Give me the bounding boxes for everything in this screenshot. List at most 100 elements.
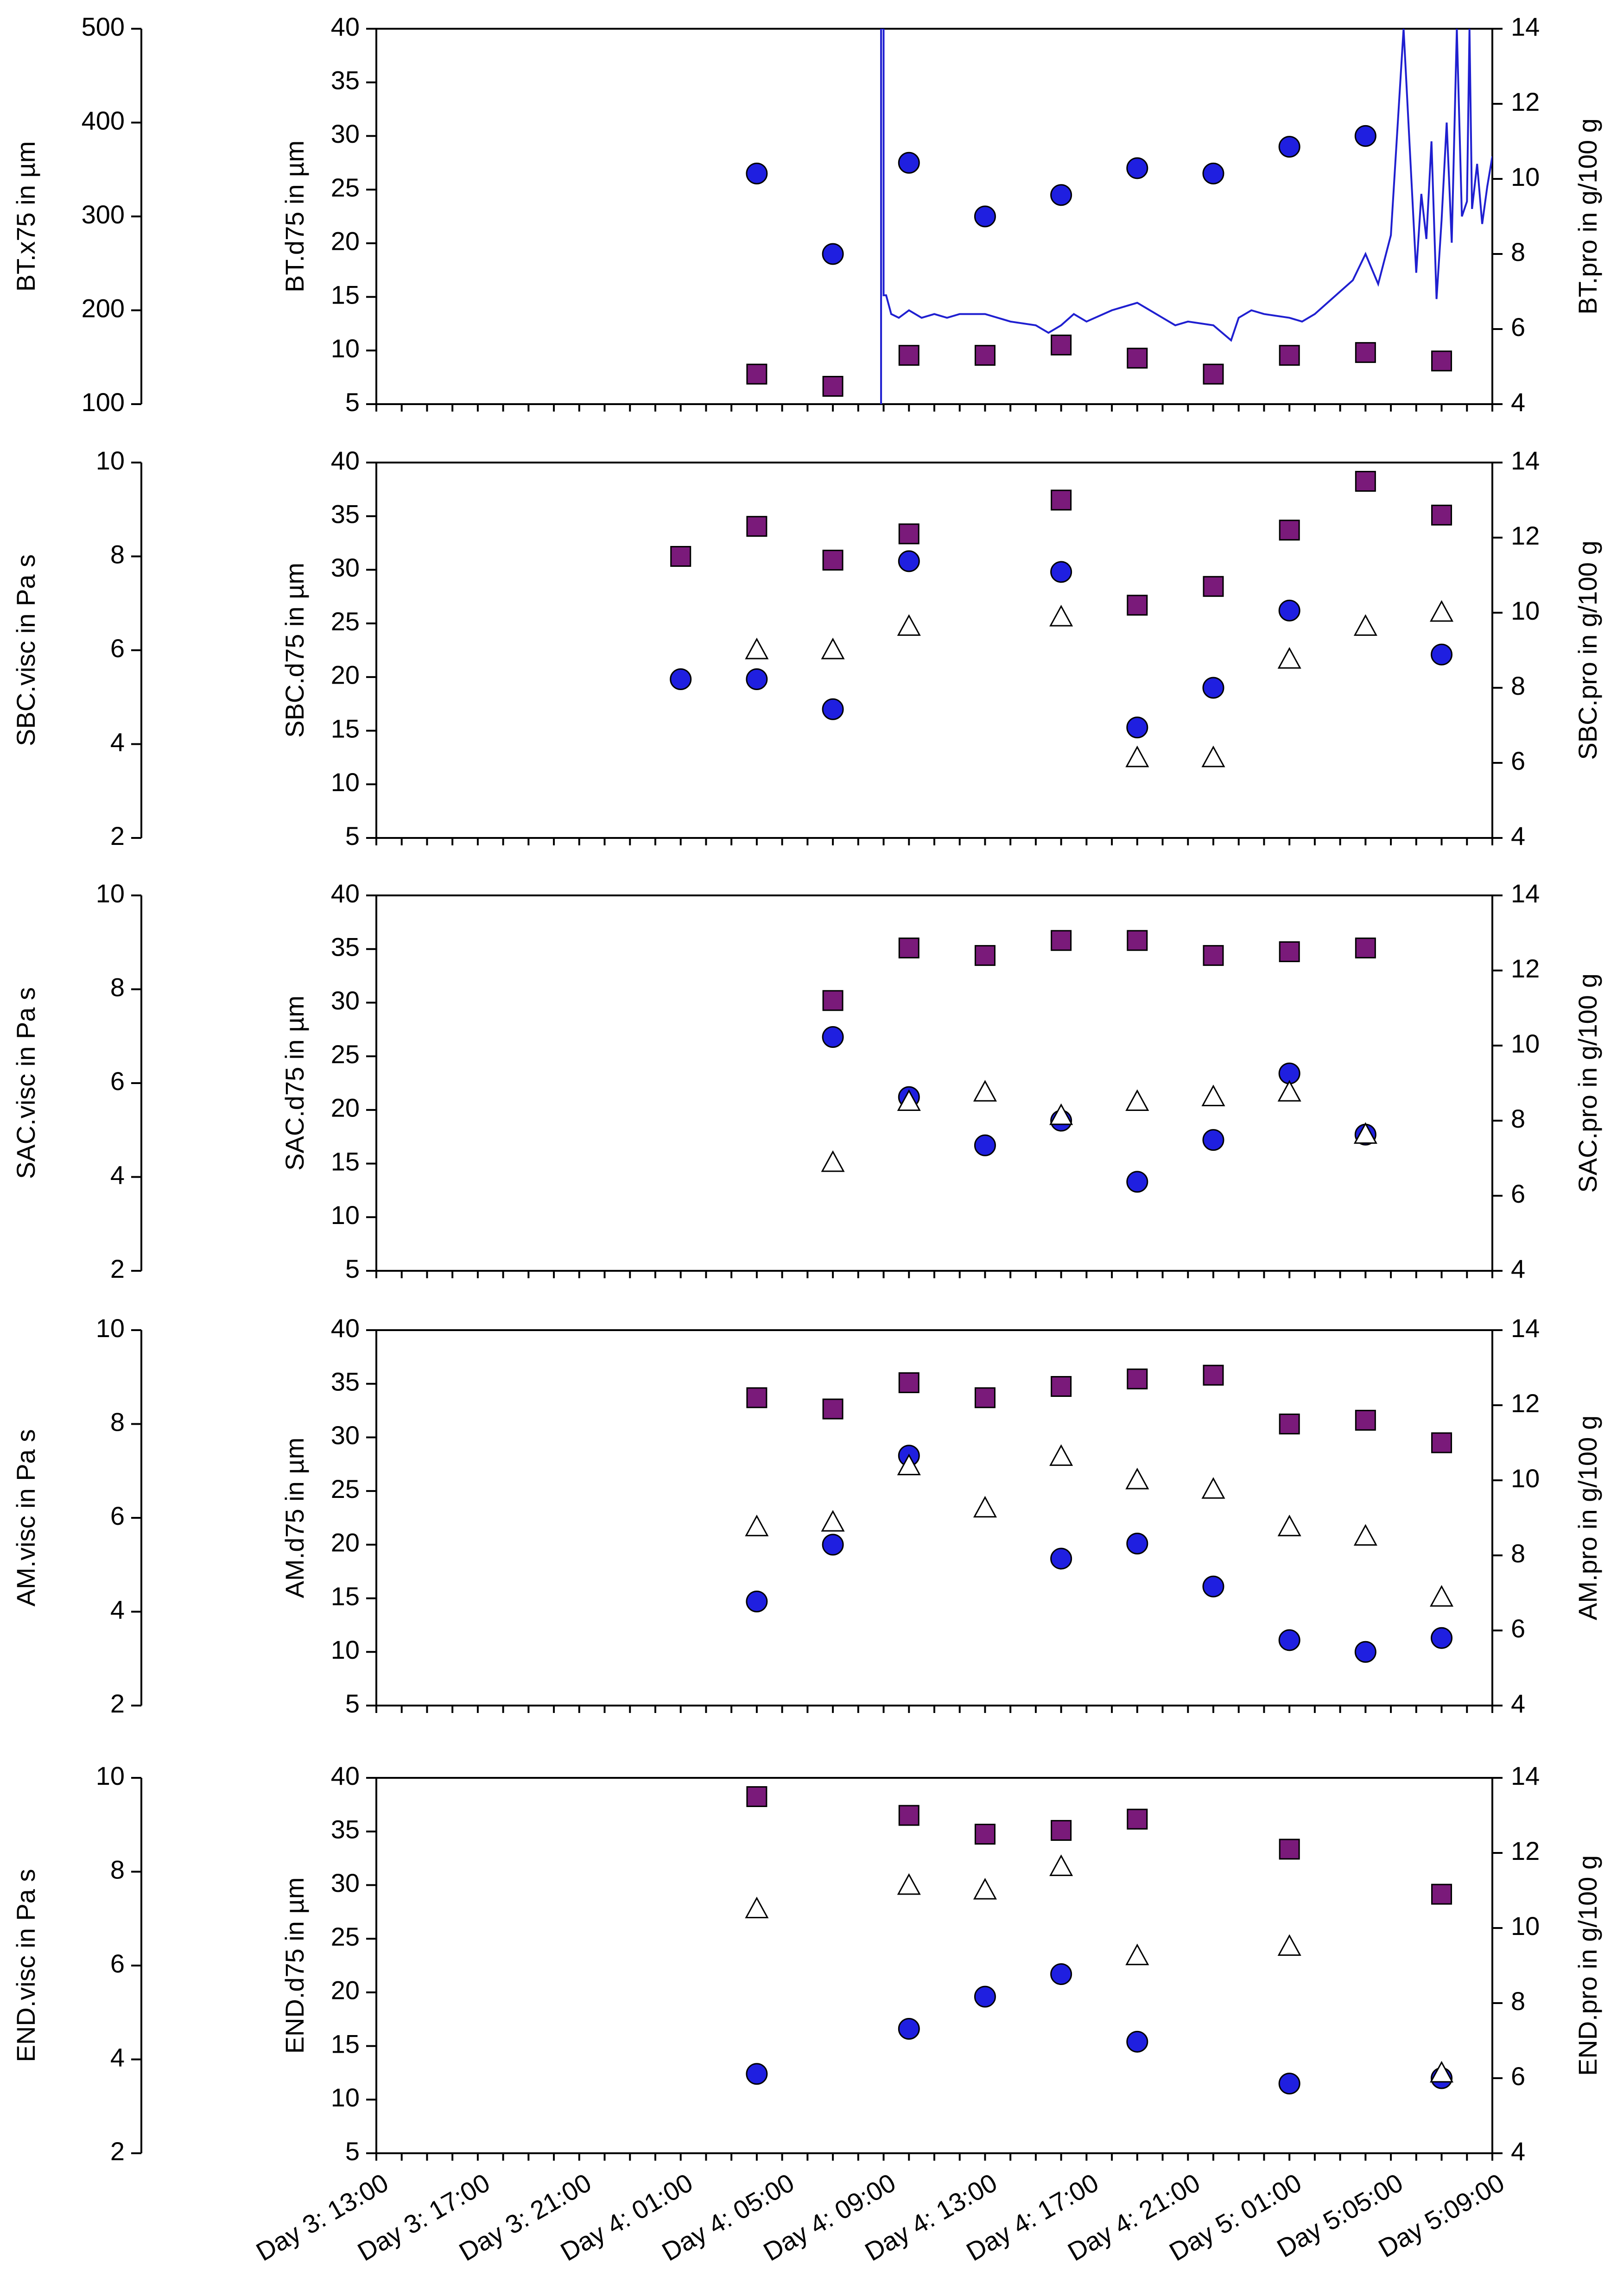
point-AM.pro: [1127, 1368, 1148, 1389]
point-BT.x75: [1203, 363, 1224, 385]
point-SBC.visc: [1277, 647, 1301, 669]
point-END.d75: [1126, 2030, 1148, 2053]
outer-y-tick-label: 10: [96, 1313, 125, 1343]
left-y-tick-label: 30: [331, 119, 360, 148]
point-SAC.visc: [973, 1080, 997, 1102]
left-y-tick-label: 15: [331, 280, 360, 309]
outer-y-tick-label: 8: [110, 1855, 125, 1884]
point-SBC.d75: [1431, 643, 1453, 666]
right-y-tick-label: 12: [1511, 1389, 1540, 1418]
point-SBC.d75: [1050, 561, 1072, 583]
point-END.d75: [1050, 1963, 1072, 1985]
point-SBC.d75: [746, 668, 768, 690]
point-SAC.visc: [897, 1089, 921, 1111]
right-y-tick-label: 8: [1511, 1104, 1525, 1133]
right-y-tick-label: 8: [1511, 237, 1525, 266]
outer-y-axis-title: SBC.visc in Pa s: [11, 554, 40, 746]
point-END.pro: [1051, 1820, 1072, 1841]
left-y-tick-label: 5: [345, 387, 360, 417]
left-y-tick-label: 40: [331, 1761, 360, 1790]
point-END.visc: [1277, 1934, 1301, 1956]
outer-y-tick-label: 6: [110, 1066, 125, 1096]
left-y-axis-title: BT.d75 in µm: [280, 140, 309, 292]
left-y-tick-label: 30: [331, 553, 360, 582]
right-y-axis-title: BT.pro in g/100 g: [1573, 118, 1602, 314]
point-SBC.visc: [821, 637, 845, 660]
point-BT.x75: [1127, 348, 1148, 369]
right-y-tick-label: 6: [1511, 312, 1525, 342]
right-y-tick-label: 10: [1511, 1911, 1540, 1941]
outer-y-tick-label: 100: [82, 387, 125, 417]
point-SAC.d75: [822, 1026, 844, 1048]
right-y-tick-label: 10: [1511, 1464, 1540, 1493]
point-BT.d75: [822, 243, 844, 265]
point-SBC.visc: [1049, 605, 1073, 627]
left-y-tick-label: 10: [331, 767, 360, 797]
point-SBC.d75: [822, 698, 844, 720]
left-y-axis-title: SAC.d75 in µm: [280, 996, 309, 1171]
left-y-tick-label: 35: [331, 1367, 360, 1396]
point-BT.d75: [1126, 157, 1148, 179]
point-AM.visc: [1201, 1477, 1225, 1499]
point-SBC.pro: [1355, 471, 1376, 492]
point-SBC.visc: [1125, 745, 1149, 767]
point-AM.d75: [746, 1591, 768, 1613]
left-y-tick-label: 10: [331, 1200, 360, 1230]
point-SBC.pro: [822, 550, 843, 571]
point-SBC.pro: [1431, 504, 1452, 526]
left-y-tick-label: 35: [331, 932, 360, 962]
outer-y-tick-label: 2: [110, 1689, 125, 1718]
left-y-tick-label: 20: [331, 1528, 360, 1557]
left-y-tick-label: 5: [345, 1254, 360, 1283]
point-BT.d75: [1278, 136, 1300, 158]
right-y-tick-label: 12: [1511, 521, 1540, 550]
outer-y-tick-label: 400: [82, 106, 125, 135]
point-AM.d75: [1050, 1548, 1072, 1570]
outer-y-tick-label: 300: [82, 200, 125, 229]
left-y-tick-label: 40: [331, 12, 360, 41]
right-y-tick-label: 4: [1511, 1689, 1525, 1718]
right-y-tick-label: 8: [1511, 1986, 1525, 2016]
point-SAC.pro: [822, 990, 843, 1011]
left-y-axis-title: SBC.d75 in µm: [280, 563, 309, 738]
point-SBC.pro: [898, 523, 919, 545]
point-BT.x75: [1051, 334, 1072, 355]
point-END.pro: [1127, 1808, 1148, 1830]
point-BT.d75: [1202, 162, 1224, 184]
left-y-tick-label: 10: [331, 2083, 360, 2112]
left-y-axis-title: AM.d75 in µm: [280, 1438, 309, 1598]
point-END.visc: [1049, 1854, 1073, 1876]
panel-sac: 5 10 15 20 25 30 35 40 4 6 8 10 12 14 2 4 6 8 10 SAC.d75 in…: [11, 879, 1602, 1283]
series-line-BT.pro: [880, 29, 1492, 404]
outer-y-tick-label: 200: [82, 293, 125, 323]
outer-y-tick-label: 10: [96, 879, 125, 908]
right-y-tick-label: 14: [1511, 879, 1540, 908]
point-BT.d75: [1354, 125, 1376, 147]
point-SBC.pro: [746, 516, 767, 537]
point-SBC.visc: [1430, 600, 1454, 622]
point-BT.x75: [898, 345, 919, 366]
point-AM.pro: [974, 1387, 996, 1408]
left-y-tick-label: 35: [331, 1815, 360, 1844]
point-AM.pro: [898, 1372, 919, 1393]
point-END.d75: [1278, 2073, 1300, 2095]
left-y-tick-label: 5: [345, 1689, 360, 1718]
right-y-tick-label: 12: [1511, 954, 1540, 983]
point-END.visc: [745, 1896, 769, 1918]
point-END.visc: [1430, 2061, 1454, 2083]
right-y-tick-label: 10: [1511, 596, 1540, 625]
left-y-tick-label: 25: [331, 1040, 360, 1069]
point-AM.visc: [973, 1496, 997, 1518]
point-SAC.pro: [1051, 930, 1072, 951]
right-y-tick-label: 14: [1511, 12, 1540, 41]
right-y-tick-label: 4: [1511, 1254, 1525, 1283]
point-SBC.pro: [1279, 520, 1300, 541]
left-y-tick-label: 30: [331, 1868, 360, 1897]
point-SAC.visc: [821, 1150, 845, 1172]
point-AM.pro: [1355, 1409, 1376, 1431]
right-y-tick-label: 14: [1511, 446, 1540, 475]
left-y-tick-label: 30: [331, 1421, 360, 1450]
left-y-tick-label: 40: [331, 1313, 360, 1343]
